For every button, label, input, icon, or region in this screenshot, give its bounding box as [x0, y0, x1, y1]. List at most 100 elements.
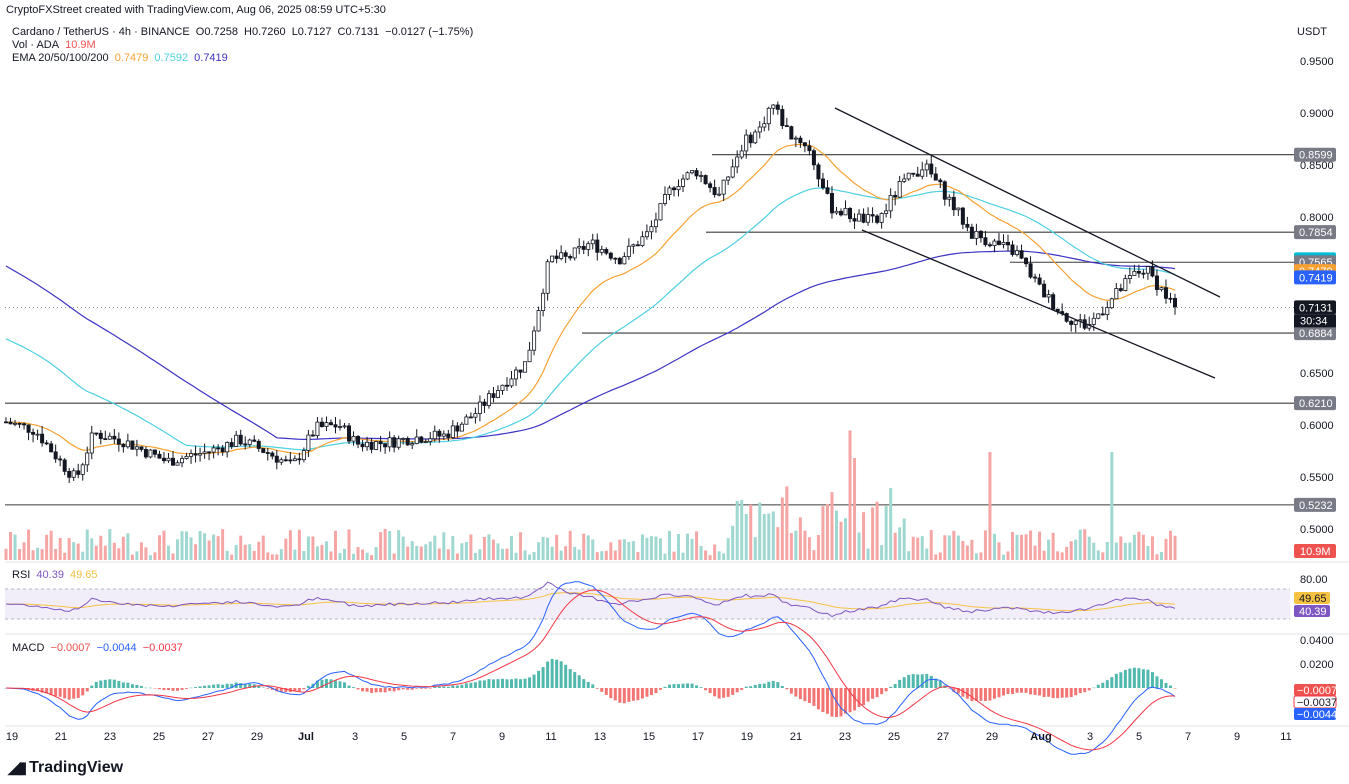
volume-bar	[207, 540, 211, 560]
candle-down	[17, 422, 22, 425]
volume-bar	[103, 545, 107, 560]
volume-bar	[907, 551, 911, 560]
volume-bar	[415, 545, 419, 560]
candle-down	[825, 187, 830, 194]
price-tag-box	[1294, 147, 1336, 162]
candle-up	[1127, 275, 1132, 279]
macd-histogram-bar	[1011, 688, 1015, 694]
volume-bar	[807, 537, 811, 560]
volume-bar	[257, 541, 261, 560]
volume-bar	[636, 551, 640, 560]
macd-histogram-bar	[1128, 668, 1132, 688]
candle-down	[116, 438, 121, 445]
price-tag-text: 0.6884	[1299, 328, 1333, 340]
candle-down	[983, 237, 988, 246]
candle-up	[662, 194, 667, 204]
volume-bar	[433, 535, 437, 560]
candle-down	[604, 249, 609, 254]
candle-up	[676, 186, 681, 191]
volume-bar	[194, 544, 198, 560]
macd-histogram-bar	[519, 679, 523, 688]
time-axis-label: 3	[352, 731, 358, 743]
volume-bar	[491, 539, 495, 560]
price-tag-box	[1294, 326, 1336, 341]
candle-up	[536, 310, 541, 332]
macd-histogram-bar	[374, 688, 378, 693]
candle-up	[247, 439, 252, 445]
volume-bar	[1114, 542, 1118, 560]
macd-histogram-bar	[401, 688, 405, 690]
macd-histogram-bar	[1119, 672, 1123, 688]
macd-histogram-bar	[171, 688, 175, 691]
candle-up	[956, 207, 961, 211]
macd-legend[interactable]: MACD −0.0007 −0.0044 −0.0037	[12, 642, 186, 654]
volume-bar	[338, 552, 342, 560]
candle-up	[1109, 298, 1114, 309]
macd-histogram-bar	[983, 688, 987, 702]
candle-down	[297, 458, 302, 461]
volume-bar	[239, 535, 243, 560]
candle-up	[473, 413, 478, 418]
macd-histogram-bar	[1114, 673, 1118, 688]
macd-histogram-bar	[460, 684, 464, 688]
macd-histogram-bar	[464, 683, 468, 688]
tradingview-logo[interactable]: ◢▮ TradingView	[8, 758, 123, 778]
candle-down	[161, 457, 166, 462]
candle-down	[1150, 266, 1155, 277]
volume-bar	[1164, 538, 1168, 560]
volume-bar	[704, 550, 708, 560]
candle-up	[559, 252, 564, 259]
symbol-legend[interactable]: Cardano / TetherUS · 4h · BINANCE O0.725…	[12, 26, 476, 38]
volume-bar	[135, 551, 139, 560]
candle-up	[631, 244, 636, 247]
candle-down	[969, 226, 974, 239]
volume-bar	[505, 548, 509, 560]
volume-bar	[275, 554, 279, 560]
candle-up	[766, 107, 771, 125]
volume-bar	[672, 551, 676, 560]
volume-legend[interactable]: Vol · ADA 10.9M	[12, 39, 99, 51]
candle-up	[653, 219, 658, 228]
volume-bar	[1020, 534, 1024, 560]
candle-up	[365, 441, 370, 448]
time-axis-label: 19	[741, 731, 753, 743]
candle-down	[613, 257, 618, 260]
currency-label[interactable]: USDT	[1297, 26, 1327, 38]
candle-down	[929, 163, 934, 175]
ema-legend[interactable]: EMA 20/50/100/200 0.7479 0.7592 0.7419	[12, 52, 231, 64]
candle-up	[148, 449, 153, 458]
macd-histogram-bar	[1038, 688, 1042, 696]
price-tag-text: 0.6210	[1299, 398, 1333, 410]
macd-histogram-bar	[67, 688, 71, 700]
macd-histogram-bar	[839, 688, 843, 717]
macd-histogram-bar	[631, 688, 635, 701]
macd-label: MACD	[12, 642, 45, 654]
candle-up	[1132, 270, 1137, 276]
macd-histogram-bar	[1006, 688, 1010, 695]
macd-histogram-bar	[794, 688, 798, 697]
time-axis-label: 29	[251, 731, 263, 743]
candle-up	[572, 247, 577, 259]
candle-down	[40, 433, 45, 444]
volume-bar	[844, 518, 848, 560]
candle-down	[468, 416, 473, 419]
volume-bar	[645, 537, 649, 560]
rsi-legend[interactable]: RSI 40.39 49.65	[12, 569, 101, 581]
volume-bar	[270, 554, 274, 560]
candle-down	[333, 424, 338, 428]
price-tag-box	[1294, 300, 1336, 315]
volume-bar	[230, 554, 234, 560]
candle-up	[974, 230, 979, 239]
macd-histogram-bar	[225, 683, 229, 688]
macd-axis-label: 0.0400	[1300, 635, 1334, 647]
volume-bar	[1047, 539, 1051, 560]
candle-up	[351, 436, 356, 442]
macd-histogram-bar	[713, 688, 717, 697]
candle-down	[1006, 241, 1011, 246]
volume-bar	[1038, 531, 1042, 560]
price-axis-label: 0.6500	[1300, 368, 1334, 380]
macd-histogram-bar	[767, 681, 771, 688]
candle-down	[229, 442, 234, 447]
candle-down	[987, 244, 992, 247]
